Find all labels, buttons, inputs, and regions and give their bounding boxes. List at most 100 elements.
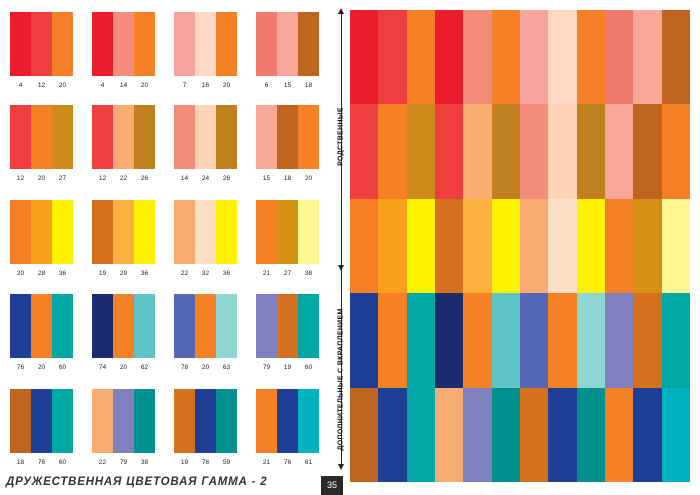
palette-swatch (256, 12, 319, 76)
grid-cell (661, 198, 690, 294)
palette-number: 59 (222, 459, 231, 466)
grid-cell (435, 293, 464, 388)
color-segment (134, 294, 155, 358)
grid-cell (520, 387, 549, 482)
color-segment (216, 200, 237, 264)
color-segment (195, 200, 216, 264)
palette-number: 76 (201, 459, 210, 466)
grid-cell (661, 387, 690, 482)
palette-number: 24 (201, 175, 210, 182)
grid-cell (463, 387, 492, 482)
color-segment (256, 294, 277, 358)
grid-cell (520, 293, 549, 388)
palette-number: 20 (37, 175, 46, 182)
palette-numbers: 22 79 38 (92, 459, 155, 469)
complementary-label: ДОПОЛНИТЕЛЬНЫЕ С ВКРАПЛЕНИЕМ (337, 308, 345, 451)
grid-cell (435, 198, 464, 294)
color-segment (174, 200, 195, 264)
grid-cell (491, 387, 520, 482)
palette-number: 27 (283, 270, 292, 277)
palette-number: 36 (222, 270, 231, 277)
palette-number: 22 (98, 459, 107, 466)
palette-number: 38 (304, 270, 313, 277)
color-segment (113, 105, 134, 169)
palette-numbers: 4 14 20 (92, 82, 155, 92)
color-segment (52, 294, 73, 358)
color-segment (277, 105, 298, 169)
palette-numbers: 19 76 59 (174, 459, 237, 469)
palette-numbers: 7 16 20 (174, 82, 237, 92)
palette-number: 36 (58, 270, 67, 277)
palette-number: 20 (16, 270, 25, 277)
palette-swatch (256, 105, 319, 169)
palette-number: 14 (119, 82, 128, 89)
palette-number: 60 (58, 364, 67, 371)
grid-cell (463, 10, 492, 105)
grid-cell (576, 104, 605, 199)
swatch-panel: 4 12 20 4 14 20 7 16 20 6 15 18 12 20 27 12 22 26 14 24 26 15… (0, 0, 335, 495)
grid-cell (350, 10, 379, 105)
color-segment (31, 105, 52, 169)
grid-cell (406, 387, 435, 482)
palette-number: 76 (37, 459, 46, 466)
palette-number: 7 (182, 82, 187, 89)
palette-number: 14 (180, 175, 189, 182)
grid-cell (576, 10, 605, 105)
palette-swatch (92, 200, 155, 264)
color-segment (277, 389, 298, 453)
palette-number: 78 (180, 364, 189, 371)
grid-cell (463, 104, 492, 199)
color-segment (113, 294, 134, 358)
grid-cell (491, 104, 520, 199)
color-segment (10, 105, 31, 169)
palette-number: 26 (222, 175, 231, 182)
palette-number: 76 (16, 364, 25, 371)
palette-number: 20 (140, 82, 149, 89)
grid-cell (548, 104, 577, 199)
palette-number: 22 (119, 175, 128, 182)
color-segment (216, 294, 237, 358)
color-segment (277, 12, 298, 76)
palette-swatch (174, 12, 237, 76)
palette-numbers: 20 28 36 (10, 270, 73, 280)
color-segment (174, 294, 195, 358)
palette-number: 76 (283, 459, 292, 466)
palette-number: 4 (100, 82, 105, 89)
grid-cell (661, 293, 690, 388)
palette-swatch (92, 12, 155, 76)
palette-number: 26 (140, 175, 149, 182)
grid-cell (406, 198, 435, 294)
palette-number: 20 (58, 82, 67, 89)
palette-number: 62 (140, 364, 149, 371)
grid-cell (463, 293, 492, 388)
palette-swatch (10, 389, 73, 453)
grid-cell (576, 293, 605, 388)
grid-cell (633, 198, 662, 294)
grid-cell (435, 387, 464, 482)
color-segment (298, 200, 319, 264)
grid-cell (378, 387, 407, 482)
grid-cell (350, 104, 379, 199)
grid-cell (491, 198, 520, 294)
grid-cell (406, 10, 435, 105)
palette-swatch (174, 389, 237, 453)
grid-cell (435, 10, 464, 105)
palette-number: 12 (37, 82, 46, 89)
palette-swatch (92, 389, 155, 453)
grid-cell (378, 104, 407, 199)
grid-cell (378, 293, 407, 388)
palette-swatch (256, 389, 319, 453)
color-segment (113, 200, 134, 264)
grid-cell (661, 10, 690, 105)
grid-cell (491, 293, 520, 388)
palette-number: 20 (222, 82, 231, 89)
palette-numbers: 6 15 18 (256, 82, 319, 92)
color-segment (216, 389, 237, 453)
grid-cell (576, 198, 605, 294)
color-segment (31, 200, 52, 264)
palette-numbers: 12 22 26 (92, 175, 155, 185)
palette-swatch (10, 294, 73, 358)
palette-numbers: 79 19 60 (256, 364, 319, 374)
palette-numbers: 15 18 20 (256, 175, 319, 185)
color-segment (113, 389, 134, 453)
